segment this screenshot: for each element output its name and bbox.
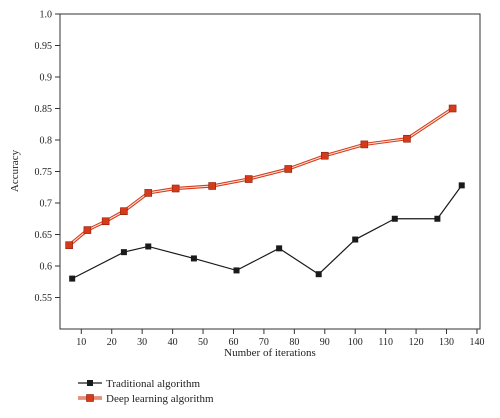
deep-learning-data-point — [83, 226, 92, 234]
traditional-data-point — [276, 245, 283, 252]
traditional-data-point — [434, 215, 441, 222]
traditional-data-point — [233, 267, 240, 274]
deep-learning-data-point — [101, 217, 110, 226]
x-tick-label: 130 — [439, 337, 454, 348]
x-tick-label: 60 — [228, 337, 238, 348]
x-tick-label: 30 — [137, 337, 147, 348]
y-tick-label: 0.9 — [40, 73, 53, 84]
traditional-data-point — [69, 275, 76, 282]
y-tick-label: 0.55 — [35, 293, 53, 304]
x-tick-label: 120 — [409, 337, 424, 348]
y-tick-label: 0.8 — [40, 136, 53, 147]
legend-marker-traditional — [87, 380, 93, 386]
y-tick-label: 0.6 — [40, 262, 53, 273]
legend-label-deep-learning: Deep learning algorithm — [106, 393, 214, 405]
x-tick-label: 50 — [198, 337, 208, 348]
x-tick-label: 40 — [168, 337, 178, 348]
deep-learning-data-point — [448, 104, 457, 113]
legend-label-traditional: Traditional algorithm — [106, 378, 200, 390]
deep-learning-data-point — [144, 189, 153, 197]
x-tick-label: 10 — [76, 337, 86, 348]
x-axis-ticks: 10 20 30 40 50 60 70 80 90 100 110 120 130 140 — [76, 329, 484, 348]
x-tick-label: 70 — [259, 337, 269, 348]
traditional-data-point — [120, 249, 127, 256]
y-tick-label: 0.7 — [40, 199, 53, 210]
deep-learning-data-point — [120, 207, 128, 215]
deep-learning-data-point — [171, 184, 180, 193]
deep-learning-data-point — [320, 151, 329, 160]
traditional-data-point — [315, 271, 322, 278]
traditional-data-point — [391, 215, 398, 222]
deep-learning-data-point — [244, 175, 253, 183]
deep-learning-data-point — [65, 241, 73, 250]
y-tick-label: 1.0 — [40, 10, 53, 21]
deep-learning-data-point — [403, 134, 411, 143]
deep-learning-series-line — [68, 107, 454, 247]
deep-learning-data-point — [284, 165, 293, 173]
x-tick-label: 110 — [378, 337, 393, 348]
legend: Traditional algorithm Deep learning algor… — [78, 378, 214, 405]
y-axis-label: Accuracy — [9, 149, 21, 192]
y-tick-label: 0.65 — [35, 230, 53, 241]
deep-learning-data-point — [208, 182, 216, 190]
y-tick-label: 0.95 — [35, 41, 53, 52]
x-tick-label: 90 — [320, 337, 330, 348]
plot-area-frame — [59, 13, 481, 330]
x-axis-label: Number of iterations — [224, 347, 316, 359]
x-tick-label: 20 — [107, 337, 117, 348]
x-tick-label: 100 — [348, 337, 363, 348]
y-tick-label: 0.85 — [35, 104, 53, 115]
x-tick-label: 80 — [289, 337, 299, 348]
x-tick-label: 140 — [469, 337, 484, 348]
traditional-data-point — [458, 182, 465, 189]
traditional-data-point — [145, 243, 152, 250]
legend-marker-deep-learning — [86, 394, 94, 402]
y-tick-label: 0.75 — [35, 167, 53, 178]
series-layer — [65, 104, 465, 282]
traditional-series-line — [71, 185, 463, 280]
traditional-data-point — [352, 236, 359, 243]
traditional-data-point — [190, 255, 197, 262]
deep-learning-data-point — [360, 140, 369, 149]
y-axis-ticks: 0.55 0.6 0.65 0.7 0.75 0.8 0.85 0.9 0.95 1.0 — [35, 10, 60, 304]
